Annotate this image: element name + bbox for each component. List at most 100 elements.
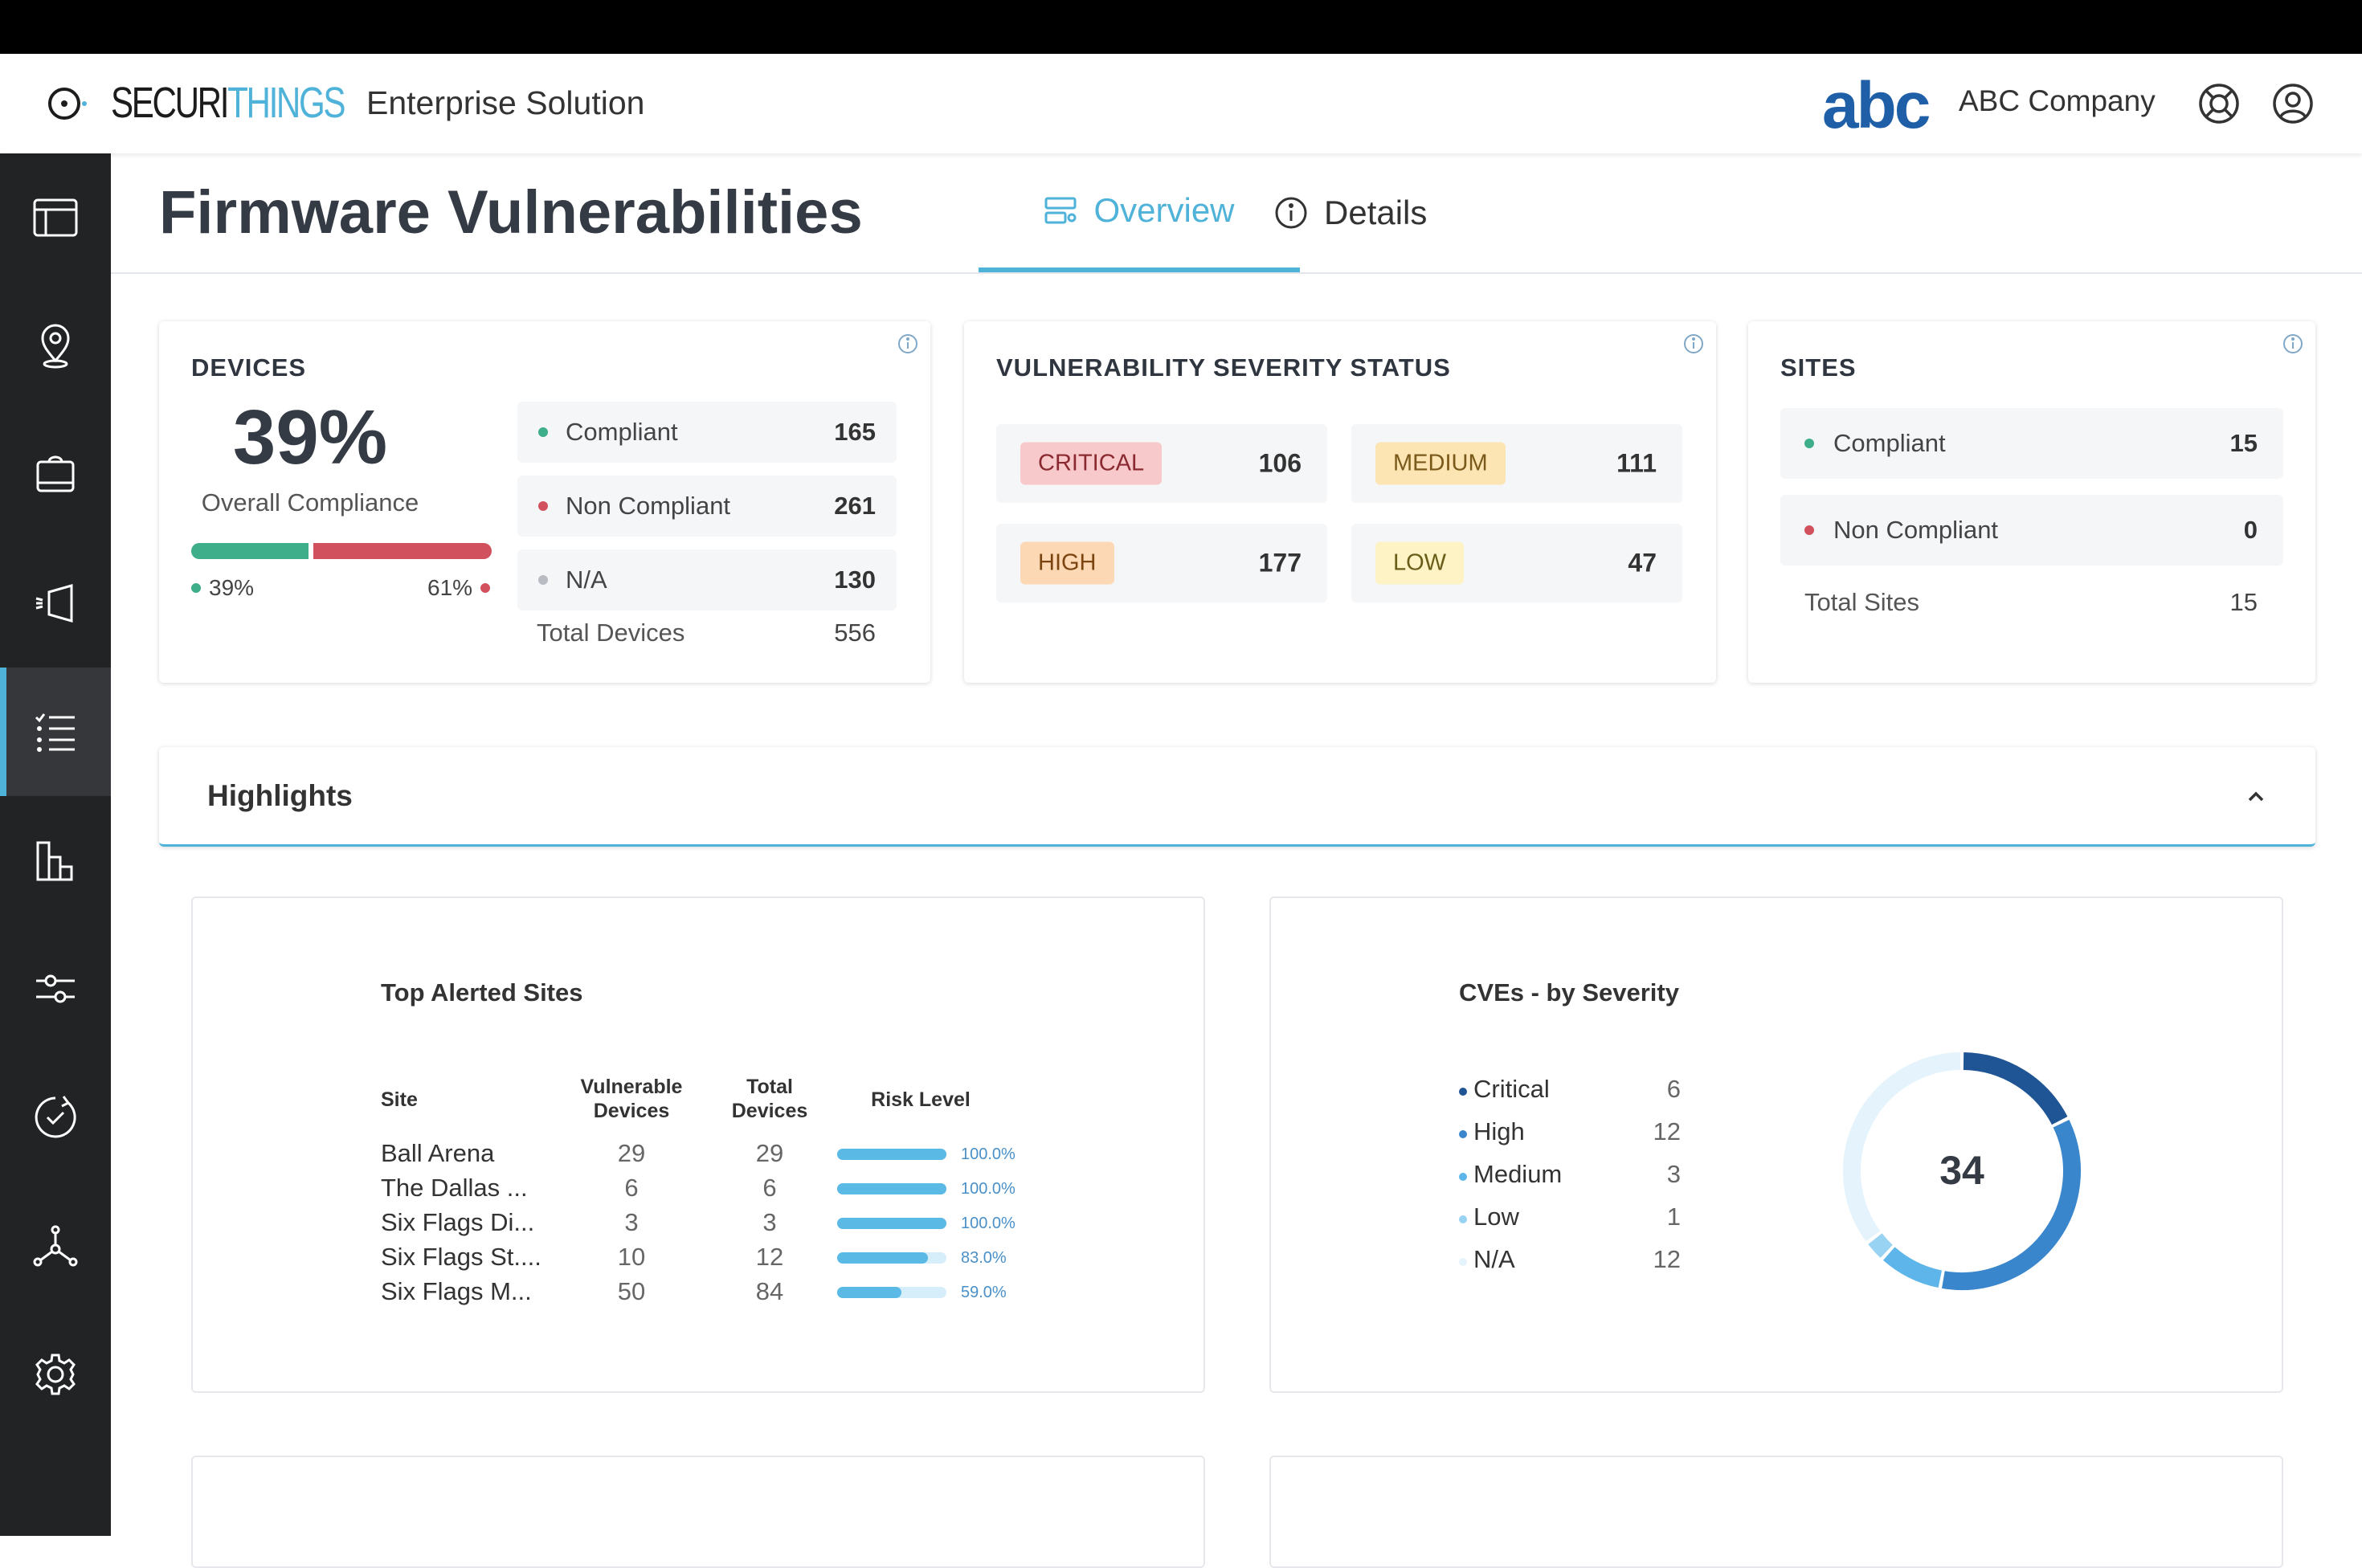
- help-ring-icon[interactable]: [2196, 81, 2241, 126]
- sidebar-item-locations[interactable]: [0, 282, 111, 410]
- risk-bar-fill: [837, 1218, 946, 1229]
- col-header-vulnerable: Vulnerable Devices: [580, 1076, 683, 1122]
- devices-row-compliant: Compliant 165: [517, 402, 897, 463]
- risk-bar: [837, 1252, 946, 1264]
- total-count: 6: [762, 1174, 777, 1202]
- donut-slice-medium[interactable]: [1882, 1247, 1943, 1288]
- vulnerable-count: 29: [617, 1139, 646, 1167]
- risk-bar-fill: [837, 1149, 946, 1160]
- vulnerable-count: 50: [617, 1277, 646, 1305]
- settings-gear-icon: [35, 1354, 76, 1395]
- risk-percent: 59.0%: [961, 1284, 1007, 1301]
- site-name: Ball Arena: [381, 1139, 495, 1167]
- sidebar-item-settings[interactable]: [0, 1310, 111, 1439]
- table-row[interactable]: Six Flags Di... 3 3 100.0%: [193, 1208, 1207, 1243]
- legend-label: Low: [1473, 1203, 1519, 1231]
- legend-value: 6: [1666, 1075, 1681, 1103]
- device-icon: [36, 455, 75, 492]
- critical-badge: CRITICAL: [1020, 442, 1163, 485]
- dashboard-icon: [33, 198, 78, 237]
- medium-count: 111: [1616, 448, 1657, 478]
- sidebar-item-filters[interactable]: [0, 925, 111, 1053]
- high-count: 177: [1258, 548, 1302, 578]
- checklist-icon: [35, 713, 75, 752]
- medium-badge: MEDIUM: [1375, 442, 1506, 485]
- row-value: 130: [834, 566, 876, 594]
- sidebar-item-network[interactable]: [0, 1182, 111, 1310]
- col-header-risk: Risk Level: [871, 1088, 971, 1111]
- sidebar-item-devices[interactable]: [0, 410, 111, 539]
- risk-percent: 100.0%: [961, 1215, 1015, 1232]
- chevron-up-icon[interactable]: [2245, 786, 2267, 808]
- severity-low: LOW 47: [1351, 524, 1682, 602]
- sidebar-item-cameras[interactable]: [0, 539, 111, 668]
- brand-subtitle: Enterprise Solution: [366, 84, 645, 121]
- compliance-bar-left-label: 39%: [191, 575, 254, 601]
- compliant-dot: [538, 427, 548, 437]
- risk-bar-fill: [837, 1183, 946, 1194]
- sliders-icon: [36, 974, 75, 1003]
- info-icon[interactable]: [1682, 333, 1705, 355]
- info-icon[interactable]: [2282, 333, 2304, 355]
- na-dot: [538, 575, 548, 585]
- tab-overview[interactable]: Overview: [979, 153, 1300, 272]
- sidebar-item-dashboard[interactable]: [0, 153, 111, 282]
- severity-card: VULNERABILITY SEVERITY STATUS CRITICAL 1…: [964, 321, 1716, 683]
- sidebar-item-updates[interactable]: [0, 1053, 111, 1182]
- donut-slice-high[interactable]: [1942, 1120, 2081, 1290]
- total-devices-label: Total Devices: [537, 619, 685, 647]
- risk-percent: 83.0%: [961, 1249, 1007, 1267]
- sidebar-item-vulnerabilities[interactable]: [0, 668, 111, 796]
- severity-title: VULNERABILITY SEVERITY STATUS: [996, 353, 1451, 382]
- row-label: N/A: [566, 566, 607, 594]
- tab-details-label: Details: [1324, 194, 1428, 231]
- app-header: SECURITHINGS Enterprise Solution abc ABC…: [0, 54, 2362, 153]
- company-name: ABC Company: [1959, 84, 2156, 117]
- total-count: 84: [755, 1277, 784, 1305]
- legend-label: Critical: [1473, 1075, 1550, 1103]
- row-label: Compliant: [1833, 429, 1946, 457]
- risk-percent: 100.0%: [961, 1145, 1015, 1163]
- info-icon[interactable]: [897, 333, 919, 355]
- sidebar-item-reports[interactable]: [0, 796, 111, 925]
- page-title: Firmware Vulnerabilities: [159, 178, 863, 247]
- top-black-bar: [0, 0, 2362, 54]
- donut-slice-na[interactable]: [1843, 1052, 1961, 1242]
- devices-row-noncompliant: Non Compliant 261: [517, 476, 897, 537]
- overall-compliance-percent: 39%: [232, 394, 388, 480]
- donut-slice-critical[interactable]: [1963, 1052, 2068, 1125]
- overview-icon: [1044, 197, 1077, 224]
- vulnerable-count: 3: [624, 1208, 639, 1236]
- high-badge: HIGH: [1020, 541, 1114, 585]
- total-count: 29: [755, 1139, 784, 1167]
- tab-details[interactable]: Details: [1274, 153, 1427, 272]
- table-row[interactable]: Six Flags St.... 10 12 83.0%: [193, 1243, 1207, 1277]
- legend-label: N/A: [1473, 1245, 1515, 1273]
- table-row[interactable]: Six Flags M... 50 84 59.0%: [193, 1277, 1207, 1312]
- lower-right-panel: [1269, 1456, 2283, 1568]
- securithings-logo-icon: [48, 88, 87, 120]
- cves-donut-chart: 34: [1843, 1052, 2081, 1290]
- total-sites-label: Total Sites: [1804, 588, 1920, 616]
- table-row[interactable]: The Dallas ... 6 6 100.0%: [193, 1174, 1207, 1208]
- sidebar-nav: [0, 153, 111, 1536]
- overall-compliance-label: Overall Compliance: [201, 488, 419, 517]
- legend-value: 12: [1653, 1117, 1681, 1145]
- row-label: Compliant: [566, 418, 678, 446]
- table-row[interactable]: Ball Arena 29 29 100.0%: [193, 1139, 1207, 1174]
- highlights-section-header[interactable]: Highlights: [159, 747, 2315, 847]
- page-header: Firmware Vulnerabilities Overview Detail…: [111, 153, 2362, 274]
- site-name: The Dallas ...: [381, 1174, 528, 1202]
- compliance-bar: [191, 543, 492, 559]
- donut-slice-low[interactable]: [1868, 1233, 1893, 1258]
- total-devices-value: 556: [834, 619, 876, 647]
- cves-total: 34: [1939, 1148, 1984, 1193]
- compliance-bar-compliant: [191, 543, 309, 559]
- top-sites-title: Top Alerted Sites: [381, 978, 583, 1007]
- row-label: Non Compliant: [1833, 516, 1999, 544]
- info-circle-icon: [1275, 197, 1307, 229]
- top-alerted-sites-panel: Top Alerted Sites Site Vulnerable Device…: [191, 896, 1205, 1393]
- user-profile-icon[interactable]: [2270, 81, 2315, 126]
- total-count: 3: [762, 1208, 777, 1236]
- camera-feed-icon: [35, 584, 73, 623]
